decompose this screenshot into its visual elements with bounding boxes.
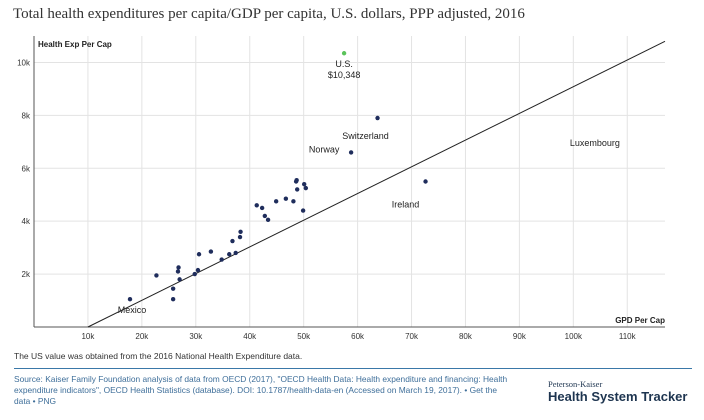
footnote: The US value was obtained from the 2016 … [14, 351, 303, 361]
y-tick-label: 8k [22, 111, 31, 120]
source-text: Source: Kaiser Family Foundation analysi… [14, 374, 514, 407]
x-tick-label: 100k [565, 332, 583, 340]
y-tick-label: 6k [22, 164, 31, 173]
point-label: Norway [309, 144, 340, 154]
data-point [265, 217, 271, 223]
data-point [219, 257, 224, 262]
y-tick-label: 10k [17, 58, 31, 67]
data-point [262, 213, 268, 219]
data-point [237, 234, 243, 240]
data-point [291, 199, 296, 204]
data-point [238, 229, 243, 234]
data-point [175, 269, 181, 274]
source-prefix: Source: [14, 374, 46, 384]
data-point [341, 51, 347, 56]
source-separator: • [30, 396, 38, 406]
data-point [170, 286, 176, 291]
scatter-chart: 2k 4k 6k 8k 10k 10k 20k 30k 40k 50k 60k 70k 80k 90k 10… [17, 36, 666, 340]
data-point [208, 249, 214, 254]
point-layer [127, 51, 428, 302]
x-axis-label: GPD Per Cap [615, 316, 665, 325]
x-tick-label: 50k [297, 332, 311, 340]
x-tick-label: 30k [189, 332, 203, 340]
brand-name-small: Peterson-Kaiser [548, 379, 603, 389]
get-data-link[interactable]: Get the data [14, 385, 498, 406]
data-point [375, 115, 380, 121]
data-point [300, 208, 306, 213]
data-point [154, 273, 159, 278]
data-point [348, 150, 354, 155]
data-point [176, 265, 181, 270]
data-point [301, 181, 307, 187]
x-tick-label: 80k [459, 332, 473, 340]
x-tick-label: 10k [81, 332, 95, 340]
data-point [273, 199, 279, 204]
data-point [283, 196, 289, 201]
png-link[interactable]: PNG [37, 396, 57, 406]
y-axis-label: Health Exp Per Cap [38, 40, 112, 49]
divider [14, 368, 692, 369]
data-point [192, 271, 197, 277]
trend-line [87, 40, 666, 328]
x-tick-label: 70k [405, 332, 419, 340]
label-layer: U.S.$10,348 Switzerland Luxembourg Norway Ir… [118, 59, 620, 315]
data-point [230, 238, 235, 244]
data-point [423, 179, 428, 184]
chart-title: Total health expenditures per capita/GDP… [13, 6, 525, 22]
x-tick-label: 60k [351, 332, 365, 340]
grid-layer [34, 36, 665, 327]
y-tick-label: 2k [22, 270, 31, 279]
axis-layer: 2k 4k 6k 8k 10k 10k 20k 30k 40k 50k 60k 70k 80k 90k 10… [17, 36, 665, 340]
data-point [303, 185, 309, 191]
trend-layer [87, 40, 666, 328]
point-label: Luxembourg [570, 138, 620, 148]
x-tick-label: 90k [513, 332, 527, 340]
point-label: U.S. [335, 59, 353, 69]
data-point [196, 252, 202, 257]
x-tick-label: 20k [135, 332, 149, 340]
data-point [294, 187, 300, 192]
x-tick-label: 110k [619, 332, 637, 340]
point-label: Ireland [392, 200, 420, 210]
data-point [177, 277, 182, 282]
x-tick-label: 40k [243, 332, 257, 340]
data-point [254, 203, 259, 208]
data-point [259, 205, 265, 211]
point-label: Mexico [118, 305, 147, 315]
data-point [170, 297, 176, 302]
data-point [195, 267, 201, 273]
brand-logo-text[interactable]: Health System Tracker [548, 389, 688, 404]
data-point [127, 297, 133, 302]
data-point [227, 252, 232, 257]
data-point [233, 250, 238, 256]
y-tick-label: 4k [22, 217, 31, 226]
source-body: Kaiser Family Foundation analysis of dat… [14, 374, 508, 395]
point-label: $10,348 [328, 70, 361, 80]
point-label: Switzerland [342, 131, 389, 141]
data-point [294, 177, 299, 183]
